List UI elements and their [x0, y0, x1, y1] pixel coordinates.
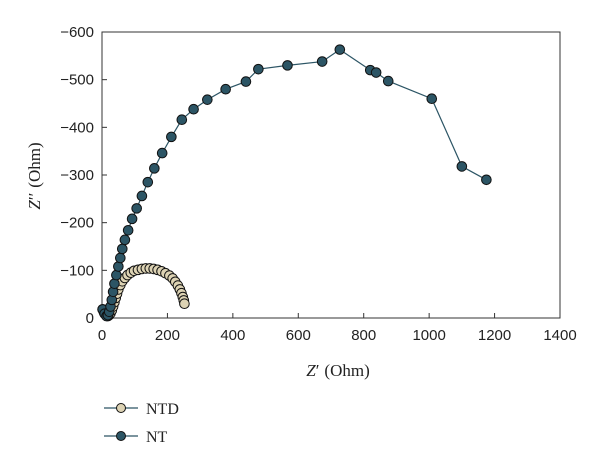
x-tick-label: 1400	[543, 327, 576, 344]
x-axis-ticks: 0 200 400 600 800 1000 1200 1400	[98, 313, 577, 344]
data-point-nt	[481, 174, 492, 186]
data-point-nt	[109, 278, 120, 289]
y-tick-label: −300	[60, 167, 94, 184]
data-point-nt	[382, 75, 394, 87]
plot-area: 0 200 400 600 800 1000 1200 1400 0 −100 −200 −300 −…	[60, 24, 576, 344]
x-tick-label: 200	[155, 327, 180, 344]
y-axis-title: Z′′(Ohm)	[25, 142, 44, 209]
data-point-nt	[111, 269, 122, 281]
legend-marker-ntd	[116, 403, 126, 413]
x-axis-title: Z′ (Ohm)	[306, 361, 370, 380]
legend: NTD NT	[104, 401, 179, 446]
data-point-nt	[282, 60, 293, 71]
series-layer	[97, 44, 492, 322]
legend-item-nt: NT	[104, 429, 168, 446]
data-point-nt	[253, 63, 264, 75]
legend-label-ntd: NTD	[146, 401, 179, 418]
y-tick-label: −200	[60, 215, 94, 232]
data-point-nt	[149, 163, 160, 174]
data-point-nt	[119, 234, 131, 246]
y-tick-label: −100	[60, 262, 94, 279]
data-point-nt	[426, 93, 438, 105]
legend-label-nt: NT	[146, 429, 168, 446]
x-tick-label: 1000	[412, 327, 445, 344]
x-tick-label: 400	[220, 327, 245, 344]
data-point-nt	[456, 161, 468, 172]
data-point-nt	[156, 147, 168, 159]
data-point-ntd	[179, 298, 190, 310]
data-point-nt	[142, 176, 154, 188]
data-point-nt	[166, 131, 177, 143]
data-point-nt	[126, 213, 138, 225]
data-point-nt	[202, 94, 213, 105]
data-point-nt	[136, 190, 148, 202]
data-point-nt	[115, 252, 126, 264]
legend-marker-nt	[116, 431, 126, 441]
data-point-nt	[131, 203, 142, 214]
data-point-nt	[113, 261, 124, 272]
data-point-nt	[122, 224, 134, 236]
x-tick-label: 1200	[478, 327, 511, 344]
y-tick-label: −600	[60, 24, 94, 41]
data-point-nt	[116, 243, 128, 255]
data-point-nt	[370, 67, 382, 78]
data-point-nt	[220, 83, 231, 95]
x-tick-label: 0	[98, 327, 106, 344]
data-point-nt	[176, 114, 188, 126]
x-tick-label: 800	[351, 327, 376, 344]
y-axis-ticks: 0 −100 −200 −300 −400 −500 −600	[60, 24, 107, 327]
y-tick-label: −400	[60, 119, 94, 136]
y-tick-label: 0	[86, 310, 94, 327]
series-nt	[97, 44, 492, 322]
x-tick-label: 600	[286, 327, 311, 344]
data-point-nt	[188, 103, 199, 115]
data-point-nt	[334, 44, 346, 55]
data-point-nt	[316, 56, 328, 67]
y-tick-label: −500	[60, 72, 94, 89]
data-point-nt	[240, 76, 252, 87]
legend-item-ntd: NTD	[104, 401, 179, 418]
